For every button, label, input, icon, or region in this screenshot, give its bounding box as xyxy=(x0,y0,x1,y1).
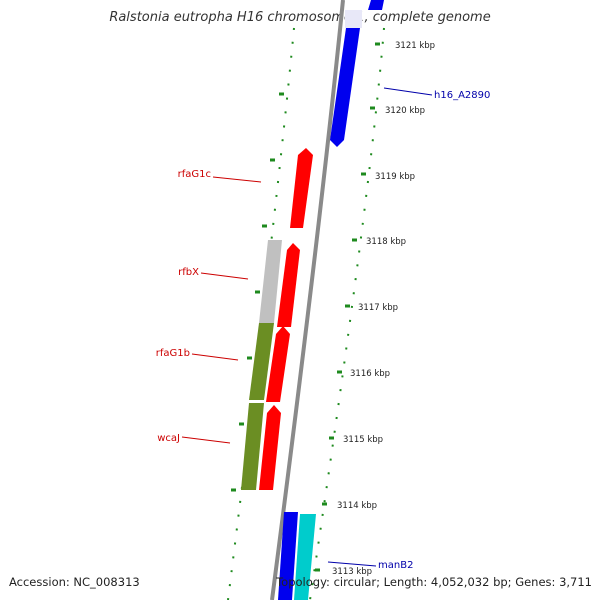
label-rfbX: rfbX xyxy=(178,267,199,278)
gene-forward-top-small[interactable] xyxy=(368,0,384,10)
gene-rfaG1b[interactable] xyxy=(266,326,290,402)
gene-manB2[interactable] xyxy=(294,514,316,600)
highlight-band xyxy=(345,10,362,28)
inner-major-ticks xyxy=(231,92,284,492)
accession-text: Accession: NC_008313 xyxy=(9,575,140,589)
tick-label-3119: 3119 kbp xyxy=(375,172,415,182)
gene-labels: h16_A2890 rfaG1c rfbX rfaG1b wcaJ manB2 xyxy=(156,87,490,571)
feature-grey[interactable] xyxy=(259,240,282,323)
feature-olive-1[interactable] xyxy=(249,323,274,400)
gene-forward-bottom-blue[interactable] xyxy=(278,512,298,600)
outer-major-ticks xyxy=(315,42,380,572)
gene-h16-a2890-top[interactable] xyxy=(330,28,360,147)
label-rfaG1c: rfaG1c xyxy=(178,169,211,180)
topology-text: Topology: circular; Length: 4,052,032 bp… xyxy=(276,575,592,589)
map-title: Ralstonia eutropha H16 chromosome 1, com… xyxy=(109,10,491,25)
feature-olive-2[interactable] xyxy=(241,403,264,490)
leader-rfbX xyxy=(200,272,249,280)
gene-rfbX[interactable] xyxy=(277,243,300,327)
tick-label-3116: 3116 kbp xyxy=(350,369,390,379)
leader-rfaG1c xyxy=(212,176,262,183)
tick-label-3120: 3120 kbp xyxy=(385,106,425,116)
tick-labels: 3121 kbp 3120 kbp 3119 kbp 3118 kbp 3117… xyxy=(332,41,435,577)
gene-rfaG1c[interactable] xyxy=(290,148,313,228)
tick-label-3117: 3117 kbp xyxy=(358,303,398,313)
tick-label-3121: 3121 kbp xyxy=(395,41,435,51)
label-h16-a2890: h16_A2890 xyxy=(434,90,490,101)
label-wcaJ: wcaJ xyxy=(157,433,180,444)
tick-label-3115: 3115 kbp xyxy=(343,435,383,445)
genome-backbone xyxy=(270,0,345,600)
tick-label-3113: 3113 kbp xyxy=(332,567,372,577)
label-manB2: manB2 xyxy=(378,560,413,571)
label-rfaG1b: rfaG1b xyxy=(156,348,190,359)
tick-label-3114: 3114 kbp xyxy=(337,501,377,511)
leader-rfaG1b xyxy=(191,353,239,361)
leader-h16-a2890 xyxy=(383,87,433,96)
tick-label-3118: 3118 kbp xyxy=(366,237,406,247)
leader-manB2 xyxy=(327,561,377,567)
gene-wcaJ[interactable] xyxy=(259,405,281,490)
leader-wcaJ xyxy=(181,436,231,444)
